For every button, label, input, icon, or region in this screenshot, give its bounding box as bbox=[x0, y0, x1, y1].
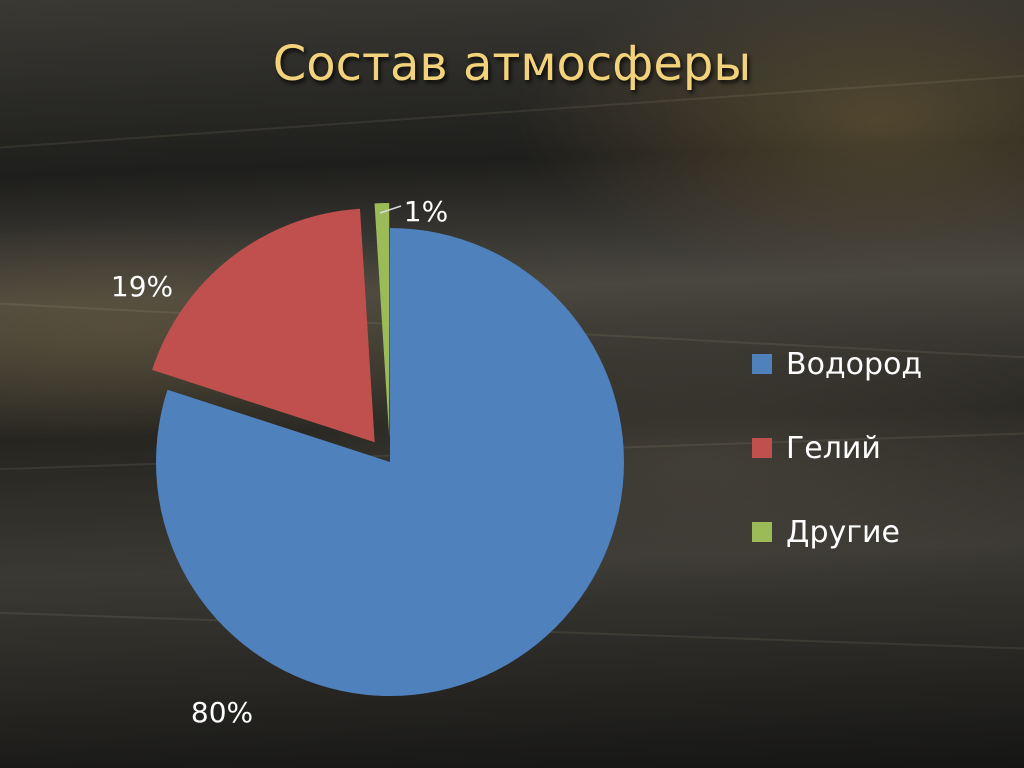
legend-label: Водород bbox=[786, 346, 923, 382]
data-label-helium: 19% bbox=[111, 270, 173, 303]
data-label-other: 1% bbox=[404, 195, 448, 228]
legend-item-helium: Гелий bbox=[752, 406, 922, 490]
chart-legend: Водород Гелий Другие bbox=[752, 322, 922, 574]
legend-swatch bbox=[752, 438, 772, 458]
legend-label: Гелий bbox=[786, 430, 881, 466]
slide-title: Состав атмосферы bbox=[272, 36, 752, 92]
legend-swatch bbox=[752, 354, 772, 374]
legend-item-hydrogen: Водород bbox=[752, 322, 922, 406]
legend-swatch bbox=[752, 522, 772, 542]
data-label-leader-line bbox=[379, 205, 402, 214]
legend-label: Другие bbox=[786, 514, 900, 550]
legend-item-other: Другие bbox=[752, 490, 922, 574]
data-label-hydrogen: 80% bbox=[191, 696, 253, 729]
pie-slice-hydrogen bbox=[156, 228, 624, 696]
pie-slice-helium bbox=[152, 208, 375, 443]
pie-slice-other bbox=[374, 203, 390, 438]
